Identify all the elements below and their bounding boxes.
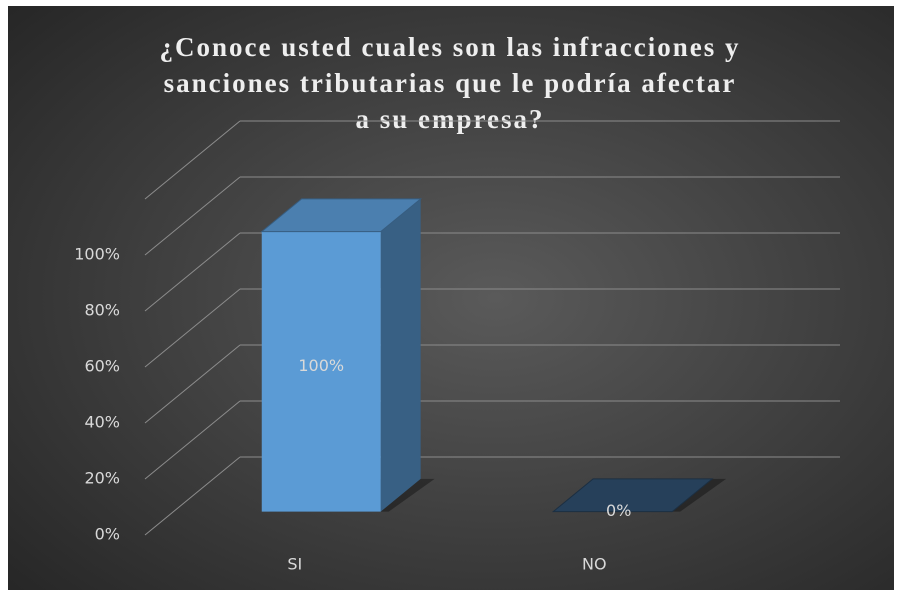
x-tick-label: SI: [287, 555, 302, 574]
grid-line: [144, 456, 241, 536]
bar-top: [551, 478, 714, 513]
data-label: 100%: [298, 356, 344, 375]
y-tick-label: 80%: [84, 301, 120, 320]
y-tick-label: 40%: [84, 413, 120, 432]
chart-title: ¿Conoce usted cuales son las infraccione…: [160, 32, 741, 134]
grid-line: [144, 400, 241, 480]
data-label: 0%: [606, 501, 631, 520]
grid-line: [144, 344, 241, 424]
grid-line: [144, 232, 241, 312]
x-tick-label: NO: [582, 555, 607, 574]
bar-top: [260, 198, 423, 233]
y-tick-label: 100%: [74, 245, 120, 264]
bar: [260, 198, 435, 512]
y-tick-label: 60%: [84, 357, 120, 376]
y-tick-label: 20%: [84, 469, 120, 488]
bar: [551, 478, 727, 513]
chart-background: [8, 6, 894, 590]
y-tick-label: 0%: [95, 525, 120, 544]
grid-line: [144, 288, 241, 368]
grid-line: [144, 120, 241, 200]
grid-line: [144, 176, 241, 256]
bar-side: [380, 198, 421, 512]
bar-front: [261, 231, 381, 512]
